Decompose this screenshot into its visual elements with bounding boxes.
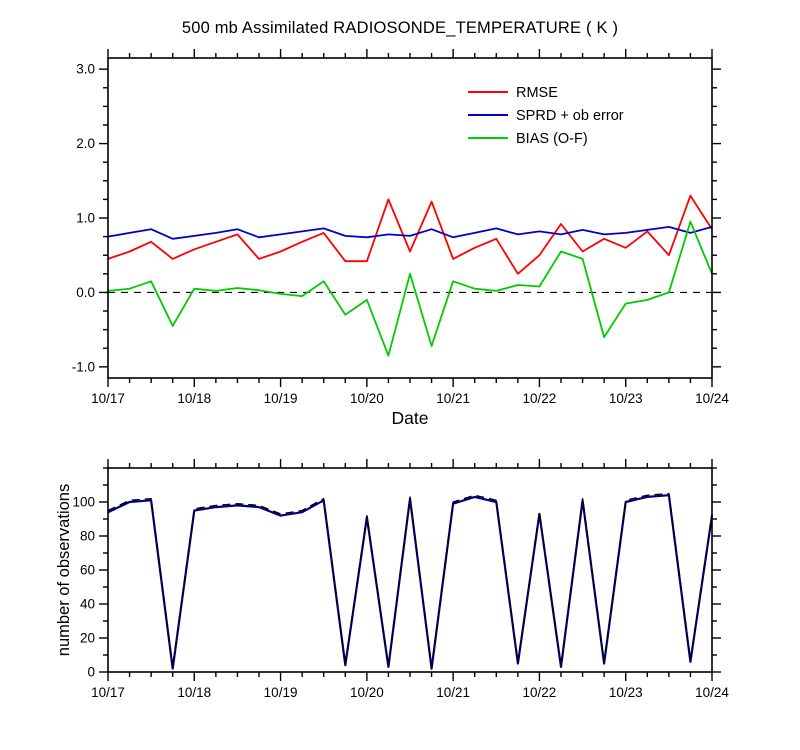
temperature-stats-axes: 10/17 10/18 10/19 10/20 10/21 10/22 10/23 10/24… <box>72 49 729 406</box>
y-tick-label: -1.0 <box>72 359 95 374</box>
legend-label: RMSE <box>516 85 558 101</box>
series-bias-o-f- <box>107 220 713 357</box>
x-tick-label: 10/19 <box>264 685 298 700</box>
x-tick-label: 10/17 <box>91 391 125 406</box>
y-tick-label: 100 <box>72 495 95 510</box>
y-tick-label: 80 <box>80 529 95 544</box>
x-tick-label: 10/18 <box>177 391 211 406</box>
legend: RMSE SPRD + ob error BIAS (O-F) <box>468 85 624 147</box>
x-tick-label: 10/18 <box>177 685 211 700</box>
y-tick-label: 20 <box>80 631 95 646</box>
chart-title: 500 mb Assimilated RADIOSONDE_TEMPERATUR… <box>181 19 619 37</box>
y-tick-label: 0.0 <box>76 285 95 300</box>
x-tick-label: 10/20 <box>350 391 384 406</box>
x-tick-label: 10/22 <box>523 391 557 406</box>
x-tick-label: 10/23 <box>609 391 643 406</box>
series-rmse <box>107 194 713 275</box>
y-tick-label: 3.0 <box>76 62 95 77</box>
y-tick-label: 60 <box>80 563 95 578</box>
series-sprd-ob-error <box>107 225 713 240</box>
plot-frame <box>107 57 713 379</box>
x-tick-label: 10/19 <box>264 391 298 406</box>
x-axis-title: Date <box>391 408 429 428</box>
x-tick-label: 10/22 <box>523 685 557 700</box>
x-tick-label: 10/21 <box>436 391 470 406</box>
x-tick-label: 10/23 <box>609 685 643 700</box>
y-tick-label: 40 <box>80 597 95 612</box>
x-tick-label: 10/24 <box>695 685 729 700</box>
series-observations-dashed <box>107 492 713 668</box>
observation-count-panel: 10/17 10/18 10/19 10/20 10/21 10/22 10/23 10/24… <box>72 459 729 700</box>
x-tick-label: 10/24 <box>695 391 729 406</box>
x-tick-label: 10/20 <box>350 685 384 700</box>
y-tick-label: 2.0 <box>76 136 95 151</box>
y-tick-label: 0 <box>87 665 95 680</box>
legend-label: SPRD + ob error <box>516 108 624 124</box>
y-tick-label: 1.0 <box>76 211 95 226</box>
series-observations-solid <box>107 494 714 670</box>
legend-label: BIAS (O-F) <box>516 131 588 147</box>
x-tick-label: 10/21 <box>436 685 470 700</box>
x-tick-label: 10/17 <box>91 685 125 700</box>
observation-count-axes: 10/17 10/18 10/19 10/20 10/21 10/22 10/23 10/24… <box>72 459 729 700</box>
temperature-stats-panel: 10/17 10/18 10/19 10/20 10/21 10/22 10/23 10/24… <box>72 49 729 406</box>
